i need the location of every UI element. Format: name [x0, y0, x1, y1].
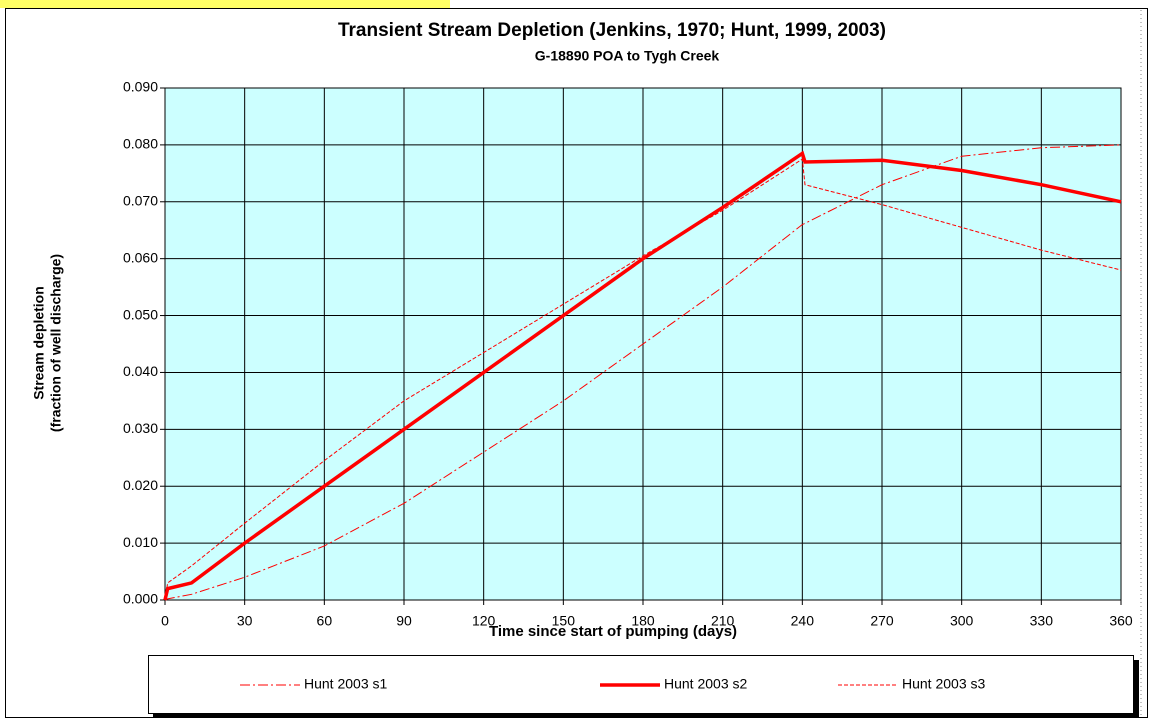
plot-border	[164, 87, 1122, 601]
chart-title: Transient Stream Depletion (Jenkins, 197…	[338, 20, 886, 41]
x-tick-label: 270	[870, 613, 894, 629]
y-axis-label: (fraction of well discharge)	[48, 254, 64, 432]
x-tick-label: 180	[631, 613, 655, 629]
legend-label: Hunt 2003 s2	[664, 676, 747, 692]
x-tick-label: 90	[396, 613, 412, 629]
y-tick-label: 0.000	[123, 591, 158, 607]
y-tick-label: 0.040	[123, 363, 158, 379]
banner	[0, 0, 450, 8]
x-tick-label: 240	[791, 613, 815, 629]
x-tick-label: 120	[472, 613, 496, 629]
y-tick-label: 0.020	[123, 477, 158, 493]
x-tick-label: 60	[317, 613, 333, 629]
legend-label: Hunt 2003 s1	[304, 676, 387, 692]
y-tick-label: 0.070	[123, 192, 158, 208]
chart-subtitle: G-18890 POA to Tygh Creek	[535, 48, 720, 64]
y-tick-label: 0.090	[123, 79, 158, 95]
series-line	[164, 158, 1122, 601]
y-tick-label: 0.010	[123, 534, 158, 550]
y-tick-label: 0.030	[123, 420, 158, 436]
y-tick-label: 0.050	[123, 306, 158, 322]
x-tick-label: 150	[552, 613, 576, 629]
x-tick-label: 360	[1109, 613, 1133, 629]
x-tick-label: 210	[711, 613, 735, 629]
x-axis-label: Time since start of pumping (days)	[489, 623, 737, 640]
y-axis-label: Stream depletion	[31, 286, 47, 400]
y-tick-label: 0.080	[123, 136, 158, 152]
x-tick-label: 330	[1030, 613, 1054, 629]
series-line	[164, 144, 1122, 601]
x-tick-label: 30	[237, 613, 253, 629]
series-line	[163, 150, 1122, 601]
y-tick-label: 0.060	[123, 249, 158, 265]
x-tick-label: 0	[161, 613, 169, 629]
legend-label: Hunt 2003 s3	[902, 676, 985, 692]
x-tick-label: 300	[950, 613, 974, 629]
